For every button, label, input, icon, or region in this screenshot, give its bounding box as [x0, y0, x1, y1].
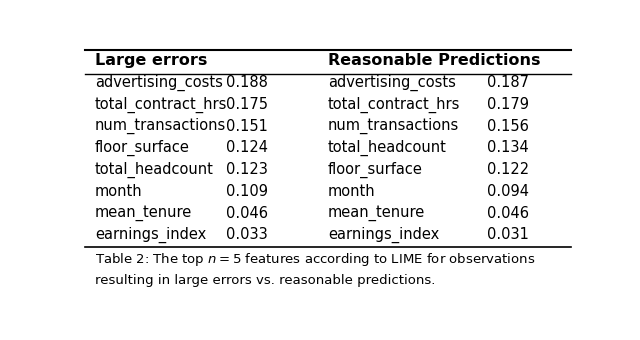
Text: 0.094: 0.094 — [486, 184, 529, 199]
Text: advertising_costs: advertising_costs — [328, 74, 456, 91]
Text: total_headcount: total_headcount — [328, 140, 447, 156]
Text: mean_tenure: mean_tenure — [328, 205, 425, 221]
Text: total_headcount: total_headcount — [95, 162, 214, 178]
Text: 0.046: 0.046 — [227, 206, 268, 221]
Text: Table 2: The top $n = 5$ features according to LIME for observations: Table 2: The top $n = 5$ features accord… — [95, 251, 535, 268]
Text: Reasonable Predictions: Reasonable Predictions — [328, 53, 541, 68]
Text: 0.179: 0.179 — [486, 97, 529, 112]
Text: 0.134: 0.134 — [486, 140, 529, 155]
Text: 0.109: 0.109 — [227, 184, 268, 199]
Text: 0.123: 0.123 — [227, 162, 268, 177]
Text: earnings_index: earnings_index — [328, 227, 439, 243]
Text: 0.187: 0.187 — [486, 75, 529, 90]
Text: 0.156: 0.156 — [486, 119, 529, 134]
Text: total_contract_hrs: total_contract_hrs — [95, 96, 227, 113]
Text: Large errors: Large errors — [95, 53, 207, 68]
Text: 0.175: 0.175 — [227, 97, 268, 112]
Text: num_transactions: num_transactions — [328, 118, 460, 134]
Text: resulting in large errors vs. reasonable predictions.: resulting in large errors vs. reasonable… — [95, 274, 435, 287]
Text: month: month — [95, 184, 143, 199]
Text: 0.151: 0.151 — [227, 119, 268, 134]
Text: 0.124: 0.124 — [227, 140, 268, 155]
Text: total_contract_hrs: total_contract_hrs — [328, 96, 460, 113]
Text: earnings_index: earnings_index — [95, 227, 206, 243]
Text: floor_surface: floor_surface — [95, 140, 189, 156]
Text: 0.188: 0.188 — [227, 75, 268, 90]
Text: 0.033: 0.033 — [227, 227, 268, 242]
Text: 0.122: 0.122 — [486, 162, 529, 177]
Text: num_transactions: num_transactions — [95, 118, 226, 134]
Text: 0.046: 0.046 — [486, 206, 529, 221]
Text: mean_tenure: mean_tenure — [95, 205, 192, 221]
Text: 0.031: 0.031 — [486, 227, 529, 242]
Text: floor_surface: floor_surface — [328, 162, 423, 178]
Text: month: month — [328, 184, 376, 199]
Text: advertising_costs: advertising_costs — [95, 74, 223, 91]
